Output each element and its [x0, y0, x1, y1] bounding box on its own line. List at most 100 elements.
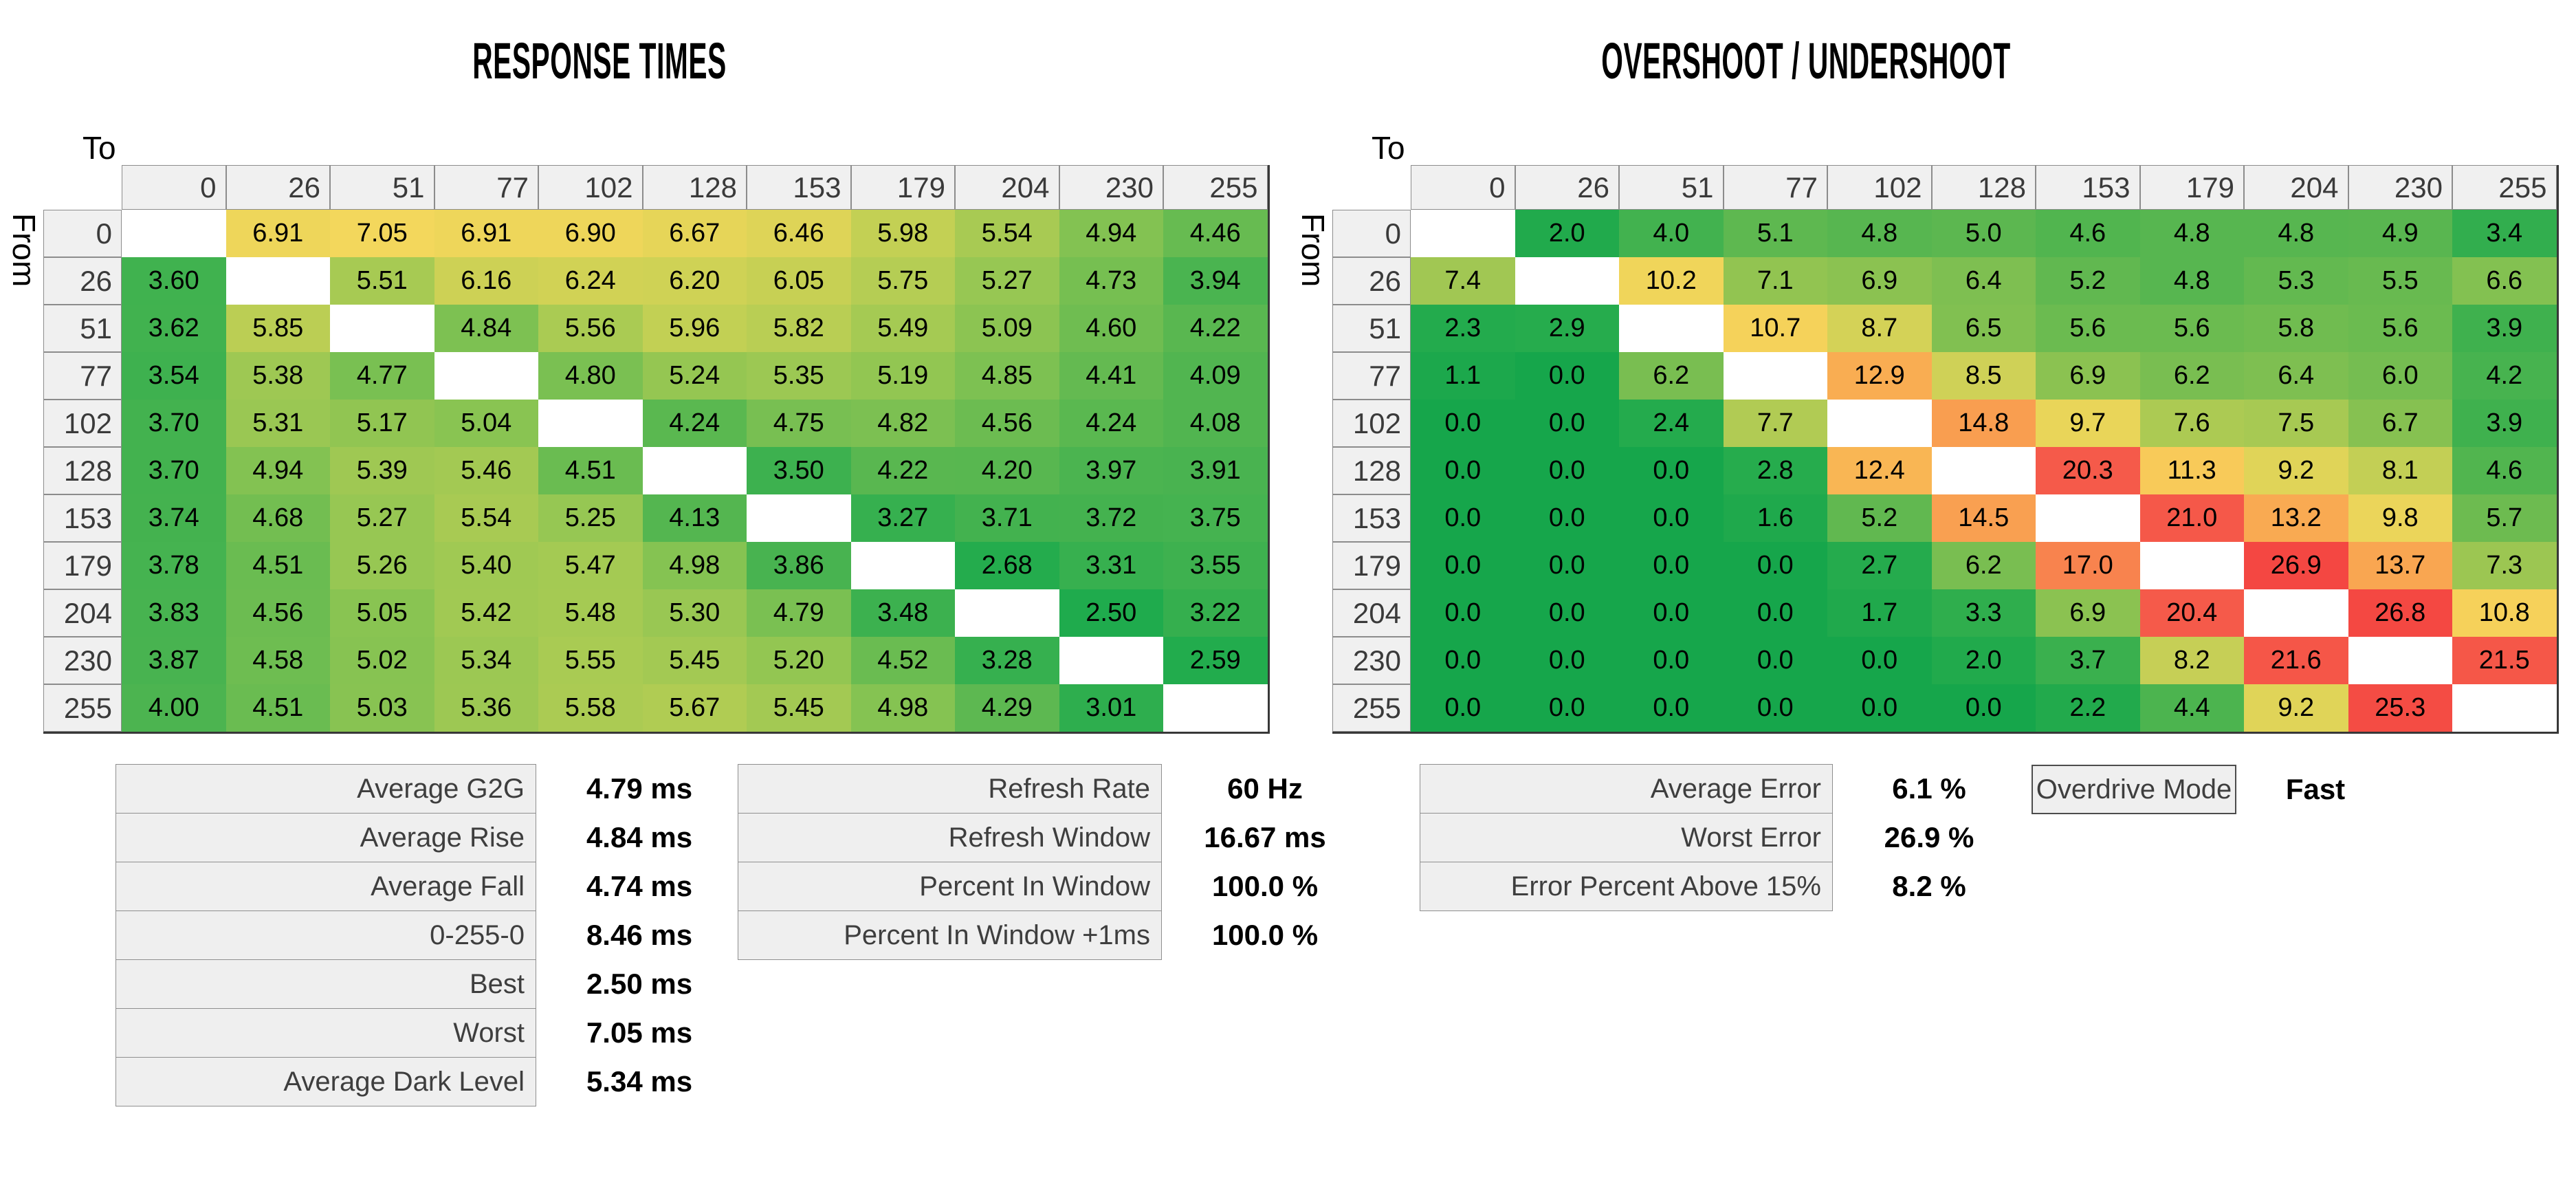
col-header: 51	[330, 165, 434, 210]
matrix-cell: 0.0	[1411, 684, 1515, 732]
matrix-cell: 0.0	[1515, 352, 1619, 400]
matrix-cell: 5.42	[434, 589, 538, 637]
matrix-cell: 7.6	[2139, 400, 2244, 447]
row-header: 26	[1332, 257, 1411, 305]
matrix-cell: 3.75	[1163, 494, 1268, 542]
matrix-cell: 4.24	[1059, 400, 1163, 447]
matrix-cell: 5.20	[747, 637, 851, 684]
matrix-cell: 4.6	[2452, 447, 2557, 494]
matrix-cell: 6.91	[225, 210, 330, 257]
matrix-corner-cell	[43, 165, 122, 210]
matrix-cell: 4.8	[2139, 257, 2244, 305]
matrix-cell: 3.91	[1163, 447, 1268, 494]
summary-row: Best 2.50 ms	[115, 959, 742, 1009]
matrix-cell: 5.6	[2036, 305, 2140, 352]
matrix-cell: 26.9	[2244, 542, 2348, 589]
matrix-cell: 2.0	[1931, 637, 2036, 684]
matrix-cell: 5.47	[538, 542, 643, 589]
matrix-cell: 3.7	[2036, 637, 2140, 684]
matrix-cell: 6.20	[642, 257, 747, 305]
matrix-cell: 5.49	[850, 305, 955, 352]
matrix-cell: 5.54	[955, 210, 1059, 257]
row-header: 102	[1332, 400, 1411, 447]
row-header: 128	[43, 447, 122, 494]
summary-row: Average Fall 4.74 ms	[115, 862, 742, 911]
overdrive-mode-row: Overdrive Mode Fast	[2032, 765, 2395, 814]
from-axis-label-response: From	[6, 213, 42, 287]
matrix-cell: 5.6	[2139, 305, 2244, 352]
matrix-cell: 0.0	[1411, 637, 1515, 684]
summary-value: 4.84 ms	[586, 821, 693, 853]
summary-value: 8.46 ms	[586, 919, 693, 951]
summary-row: Worst 7.05 ms	[115, 1008, 742, 1058]
matrix-cell-diagonal	[330, 305, 434, 352]
matrix-cell: 5.24	[642, 352, 747, 400]
matrix-cell: 3.94	[1163, 257, 1268, 305]
matrix-cell: 4.22	[850, 447, 955, 494]
summary-label: Refresh Rate	[738, 764, 1162, 814]
summary-row: Error Percent Above 15% 8.2 %	[1420, 862, 2025, 911]
matrix-cell: 4.9	[2348, 210, 2452, 257]
col-header: 102	[538, 165, 643, 210]
row-header: 26	[43, 257, 122, 305]
matrix-cell: 5.03	[330, 684, 434, 732]
matrix-cell: 5.7	[2452, 494, 2557, 542]
matrix-cell: 14.5	[1931, 494, 2036, 542]
matrix-cell-diagonal	[2036, 494, 2140, 542]
matrix-cell: 0.0	[1723, 542, 1827, 589]
matrix-cell: 12.9	[1827, 352, 1932, 400]
matrix-cell: 0.0	[1619, 542, 1724, 589]
matrix-cell: 2.68	[955, 542, 1059, 589]
row-header: 0	[43, 210, 122, 257]
matrix-cell: 6.24	[538, 257, 643, 305]
summary-row: Average G2G 4.79 ms	[115, 764, 742, 814]
matrix-cell: 7.5	[2244, 400, 2348, 447]
matrix-cell: 5.45	[642, 637, 747, 684]
summary-label: 0-255-0	[115, 910, 536, 960]
from-axis-label-overshoot: From	[1295, 213, 1331, 287]
matrix-cell: 5.1	[1723, 210, 1827, 257]
row-header: 0	[1332, 210, 1411, 257]
matrix-cell: 6.2	[1931, 542, 2036, 589]
summary-label: Average Fall	[115, 862, 536, 911]
summary-row: Average Error 6.1 %	[1420, 764, 2025, 814]
summary-row: Average Rise 4.84 ms	[115, 813, 742, 862]
summary-row: 0-255-0 8.46 ms	[115, 910, 742, 960]
matrix-cell: 4.09	[1163, 352, 1268, 400]
matrix-cell: 5.67	[642, 684, 747, 732]
matrix-cell: 0.0	[1515, 447, 1619, 494]
matrix-cell: 0.0	[1515, 637, 1619, 684]
matrix-cell: 21.5	[2452, 637, 2557, 684]
matrix-cell: 7.3	[2452, 542, 2557, 589]
matrix-cell: 2.8	[1723, 447, 1827, 494]
matrix-cell: 4.2	[2452, 352, 2557, 400]
summary-label: Refresh Window	[738, 813, 1162, 862]
col-header: 77	[434, 165, 538, 210]
col-header: 26	[1515, 165, 1619, 210]
matrix-cell: 4.08	[1163, 400, 1268, 447]
matrix-cell: 5.85	[225, 305, 330, 352]
row-header: 255	[1332, 684, 1411, 732]
matrix-cell-diagonal	[642, 447, 747, 494]
col-header: 26	[225, 165, 330, 210]
col-header: 204	[955, 165, 1059, 210]
matrix-cell: 0.0	[1515, 494, 1619, 542]
matrix-cell: 3.48	[850, 589, 955, 637]
matrix-cell: 4.8	[1827, 210, 1932, 257]
matrix-cell: 3.4	[2452, 210, 2557, 257]
row-header: 77	[43, 352, 122, 400]
matrix-cell: 3.31	[1059, 542, 1163, 589]
matrix-cell: 2.7	[1827, 542, 1932, 589]
row-header: 230	[1332, 637, 1411, 684]
matrix-cell: 2.50	[1059, 589, 1163, 637]
matrix-cell: 5.02	[330, 637, 434, 684]
matrix-cell: 4.4	[2139, 684, 2244, 732]
matrix-cell: 5.27	[955, 257, 1059, 305]
row-header: 153	[43, 494, 122, 542]
matrix-cell: 5.56	[538, 305, 643, 352]
matrix-cell: 14.8	[1931, 400, 2036, 447]
matrix-cell: 4.98	[850, 684, 955, 732]
matrix-cell: 6.46	[747, 210, 851, 257]
matrix-cell: 6.9	[1827, 257, 1932, 305]
summary-label: Worst Error	[1420, 813, 1833, 862]
